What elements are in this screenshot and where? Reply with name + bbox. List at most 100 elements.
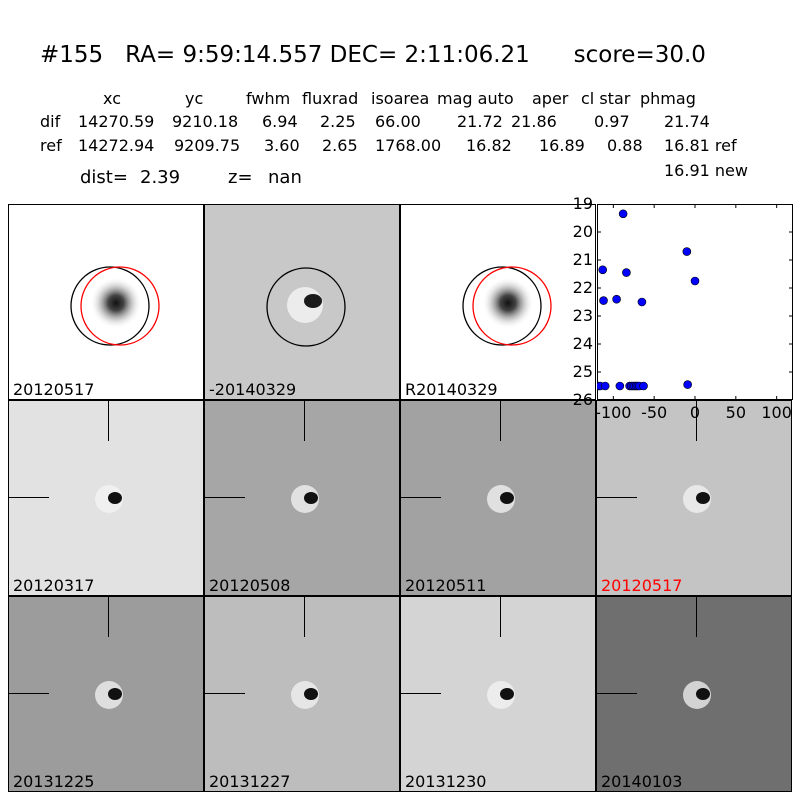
source-blob — [683, 485, 711, 513]
stamp-date-label: 20131227 — [209, 772, 291, 791]
crosshair-vertical — [696, 597, 697, 637]
red-aperture-circle — [472, 266, 552, 346]
source-stamp — [462, 266, 552, 346]
crosshair-horizontal — [401, 497, 441, 498]
data-point — [612, 294, 621, 304]
phmag-new: 16.91 new — [664, 161, 748, 180]
source-blob — [487, 681, 515, 709]
epoch-stamp: 20140103 — [596, 596, 792, 792]
column-header: mag auto — [437, 89, 514, 108]
plot-frame — [597, 204, 793, 400]
y-tick-label: 26 — [572, 390, 593, 409]
black-aperture-circle — [462, 266, 542, 346]
stamp-date-label: 20120508 — [209, 576, 291, 595]
data-point — [598, 265, 608, 275]
data-point — [682, 247, 692, 256]
data-point — [639, 381, 648, 391]
crosshair-horizontal — [9, 497, 49, 498]
y-tick-label: 19 — [572, 194, 593, 213]
row-value: 2.65 — [322, 136, 358, 155]
row-value: 66.00 — [375, 112, 421, 131]
data-point — [615, 381, 625, 391]
crosshair-horizontal — [401, 693, 441, 694]
dist-label: dist= — [80, 167, 128, 188]
panel-label: -20140329 — [209, 380, 297, 399]
crosshair-vertical — [108, 597, 109, 637]
row-value: 21.74 — [664, 112, 710, 131]
crosshair-vertical — [304, 401, 305, 441]
source-blob — [291, 485, 319, 513]
data-point — [622, 268, 631, 277]
cutout-panel: -20140329 — [204, 204, 400, 400]
column-header: isoarea — [371, 89, 430, 108]
y-tick-label: 25 — [572, 362, 593, 381]
crosshair-vertical — [696, 401, 697, 441]
column-header: xc — [103, 89, 121, 108]
epoch-stamp: 20120508 — [204, 400, 400, 596]
crosshair-horizontal — [9, 693, 49, 694]
stamp-date-label: 20120511 — [405, 576, 487, 595]
column-header: cl star — [581, 89, 631, 108]
column-header: yc — [185, 89, 204, 108]
crosshair-vertical — [500, 597, 501, 637]
row-label: ref — [40, 136, 62, 155]
x-tick-label: -50 — [641, 403, 668, 422]
black-aperture-circle — [70, 266, 150, 346]
y-tick-label: 21 — [572, 250, 593, 269]
row-value: 16.89 — [539, 136, 585, 155]
row-value: 9210.18 — [172, 112, 239, 131]
cutout-panel: R20140329 — [400, 204, 596, 400]
row-value: 16.82 — [466, 136, 512, 155]
row-value: 21.72 — [457, 112, 503, 131]
source-stamp — [266, 267, 346, 347]
row-value: 16.81 ref — [664, 136, 737, 155]
row-value: 3.60 — [264, 136, 300, 155]
y-tick-label: 20 — [572, 222, 593, 241]
y-tick-label: 22 — [572, 278, 593, 297]
source-blob — [95, 681, 123, 709]
source-blob — [95, 485, 123, 513]
column-header: phmag — [640, 89, 696, 108]
column-header: fluxrad — [302, 89, 359, 108]
column-header: aper — [532, 89, 569, 108]
row-value: 0.88 — [607, 136, 643, 155]
dist-value: 2.39 — [140, 167, 181, 188]
epoch-stamp: 20131227 — [204, 596, 400, 792]
page-title: #155 RA= 9:59:14.557 DEC= 2:11:06.21 sco… — [40, 42, 706, 68]
source-blob — [487, 485, 515, 513]
crosshair-vertical — [304, 597, 305, 637]
z-value: nan — [268, 167, 302, 188]
cutout-panel: 20120517 — [8, 204, 204, 400]
x-tick-label: 100 — [761, 403, 792, 422]
data-point — [600, 381, 610, 391]
data-point — [683, 380, 692, 389]
crosshair-horizontal — [205, 693, 245, 694]
stamp-date-label: 20120317 — [13, 576, 95, 595]
stamp-date-label: 20120517 — [601, 576, 683, 595]
row-value: 21.86 — [511, 112, 557, 131]
stamp-date-label: 20131225 — [13, 772, 95, 791]
x-tick-label: -100 — [595, 403, 632, 422]
stamp-date-label: 20131230 — [405, 772, 487, 791]
row-value: 2.25 — [320, 112, 356, 131]
epoch-stamp: 20120317 — [8, 400, 204, 596]
row-value: 6.94 — [262, 112, 298, 131]
x-tick-label: 0 — [689, 403, 701, 422]
z-label: z= — [228, 167, 253, 188]
crosshair-vertical — [108, 401, 109, 441]
data-point — [690, 276, 700, 286]
data-point — [599, 296, 608, 305]
x-tick-label: 50 — [725, 403, 746, 422]
crosshair-horizontal — [597, 497, 637, 498]
stamp-date-label: 20140103 — [601, 772, 683, 791]
crosshair-horizontal — [205, 497, 245, 498]
y-tick-label: 23 — [572, 306, 593, 325]
source-blob — [291, 681, 319, 709]
panel-label: 20120517 — [13, 380, 95, 399]
column-header: fwhm — [246, 89, 291, 108]
row-label: dif — [40, 112, 61, 131]
panel-label: R20140329 — [405, 380, 498, 399]
row-value: 9209.75 — [174, 136, 241, 155]
row-value: 1768.00 — [375, 136, 442, 155]
red-aperture-circle — [80, 266, 160, 346]
